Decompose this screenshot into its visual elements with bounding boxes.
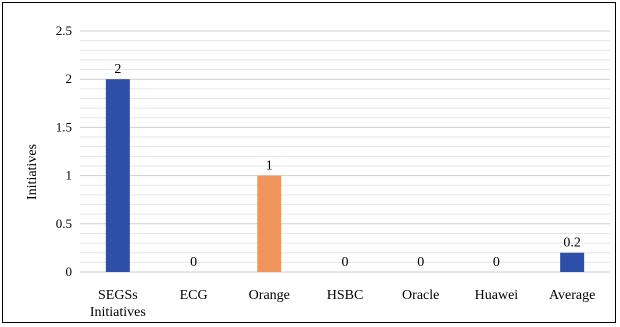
data-label: 2 bbox=[114, 62, 121, 77]
x-category-label: ECG bbox=[180, 288, 208, 303]
x-category-label: Oracle bbox=[402, 288, 439, 303]
data-label: 0 bbox=[417, 255, 424, 270]
x-category-label: Average bbox=[549, 288, 595, 303]
y-tick-label: 2.5 bbox=[56, 23, 72, 38]
bar bbox=[105, 79, 130, 272]
bar bbox=[560, 252, 585, 272]
category-labels: SEGSs Initiatives ECG Orange HSBC Oracle Huawe… bbox=[90, 288, 595, 320]
y-axis-ticks: 0 0.5 1 1.5 2 2.5 bbox=[56, 23, 72, 279]
x-category-label: Huawei bbox=[475, 288, 519, 303]
x-category-label: HSBC bbox=[327, 288, 364, 303]
y-tick-label: 0.5 bbox=[56, 216, 72, 231]
data-label: 1 bbox=[266, 159, 273, 174]
y-tick-label: 2 bbox=[66, 71, 73, 86]
data-label: 0.2 bbox=[563, 236, 581, 251]
x-category-label: SEGSs Initiatives bbox=[90, 288, 146, 320]
y-tick-label: 1.5 bbox=[56, 119, 72, 134]
bar bbox=[257, 175, 282, 272]
chart-frame bbox=[2, 2, 616, 323]
data-label: 0 bbox=[190, 255, 197, 270]
data-label: 0 bbox=[342, 255, 349, 270]
x-category-label: Orange bbox=[249, 288, 290, 303]
gridlines bbox=[80, 30, 610, 273]
bars bbox=[105, 79, 585, 272]
y-axis-title: Initiatives bbox=[25, 144, 40, 200]
y-tick-label: 0 bbox=[66, 264, 73, 279]
data-labels: 2 0 1 0 0 0 0.2 bbox=[114, 62, 581, 270]
y-tick-label: 1 bbox=[66, 168, 73, 183]
data-label: 0 bbox=[493, 255, 500, 270]
